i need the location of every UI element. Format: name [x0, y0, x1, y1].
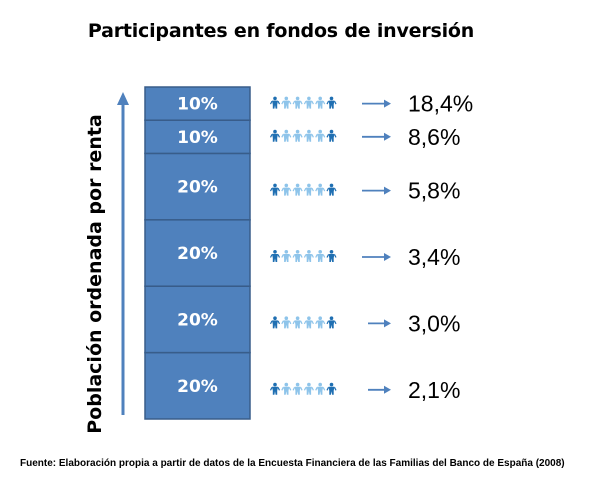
row-arrowhead — [384, 319, 391, 328]
person-icon — [303, 129, 314, 142]
participation-row: 3,0% — [269, 310, 460, 336]
participation-row: 8,6% — [269, 124, 460, 150]
participation-row: 3,4% — [269, 244, 460, 270]
person-icon — [292, 382, 303, 395]
value-label: 5,8% — [408, 178, 460, 204]
segment-bar — [144, 351, 251, 420]
person-icon — [281, 316, 292, 329]
segment-bar — [144, 285, 251, 354]
person-icon — [326, 250, 337, 262]
value-label: 18,4% — [408, 91, 473, 117]
person-icon — [269, 250, 281, 262]
person-icon — [281, 250, 292, 262]
segment-bar — [144, 219, 251, 287]
participation-row: 5,8% — [269, 178, 460, 204]
person-icon — [292, 250, 303, 262]
y-axis-arrowhead — [117, 92, 129, 105]
person-icon — [269, 129, 281, 142]
value-label: 3,4% — [408, 244, 460, 270]
value-label: 8,6% — [408, 124, 460, 150]
people-icons — [269, 382, 337, 395]
person-icon — [303, 250, 314, 262]
row-arrowhead — [384, 132, 391, 141]
value-label: 2,1% — [408, 377, 460, 403]
y-axis-label: Población ordenada por renta — [84, 114, 106, 434]
person-icon — [315, 129, 326, 142]
person-icon — [326, 316, 337, 329]
row-arrowhead — [384, 253, 391, 261]
person-icon — [326, 382, 337, 395]
person-icon — [281, 129, 292, 142]
row-arrowhead — [384, 385, 391, 394]
person-icon — [269, 316, 281, 329]
segment-label: 20% — [177, 377, 218, 397]
person-icon — [269, 96, 281, 109]
value-label: 3,0% — [408, 310, 460, 336]
people-icons — [269, 129, 337, 142]
person-icon — [326, 183, 337, 196]
participation-row: 2,1% — [269, 377, 460, 403]
segment-label: 20% — [177, 310, 218, 330]
person-icon — [303, 316, 314, 329]
people-icons — [269, 250, 337, 262]
segment-bar — [144, 86, 251, 121]
segment-label: 10% — [177, 128, 218, 148]
person-icon — [292, 183, 303, 196]
row-arrowhead — [384, 186, 391, 195]
person-icon — [269, 382, 281, 395]
participation-rows: 2,1% 3,0% 3,4% 5,8% 8,6% 18,4% — [269, 91, 473, 403]
segment-label: 10% — [177, 95, 218, 115]
person-icon — [315, 96, 326, 109]
row-arrowhead — [384, 99, 391, 108]
person-icon — [326, 129, 337, 142]
person-icon — [303, 96, 314, 109]
income-segments: 20% 20% 20% 20% 10% 10% — [144, 86, 251, 420]
person-icon — [303, 183, 314, 196]
segment-label: 20% — [177, 244, 218, 264]
person-icon — [281, 96, 292, 109]
segment-bar — [144, 119, 251, 155]
person-icon — [303, 382, 314, 395]
segment-bar — [144, 152, 251, 221]
person-icon — [292, 316, 303, 329]
person-icon — [281, 382, 292, 395]
person-icon — [315, 183, 326, 196]
people-icons — [269, 183, 337, 196]
person-icon — [292, 129, 303, 142]
person-icon — [315, 316, 326, 329]
person-icon — [315, 250, 326, 262]
source-note: Fuente: Elaboración propia a partir de d… — [20, 458, 565, 469]
y-axis: Población ordenada por renta — [84, 92, 129, 434]
person-icon — [292, 96, 303, 109]
chart-title: Participantes en fondos de inversión — [87, 20, 475, 42]
people-icons — [269, 96, 337, 109]
participation-row: 18,4% — [269, 91, 473, 117]
people-icons — [269, 316, 337, 329]
person-icon — [281, 183, 292, 196]
person-icon — [269, 183, 281, 196]
person-icon — [326, 96, 337, 109]
person-icon — [315, 382, 326, 395]
segment-label: 20% — [177, 178, 218, 198]
